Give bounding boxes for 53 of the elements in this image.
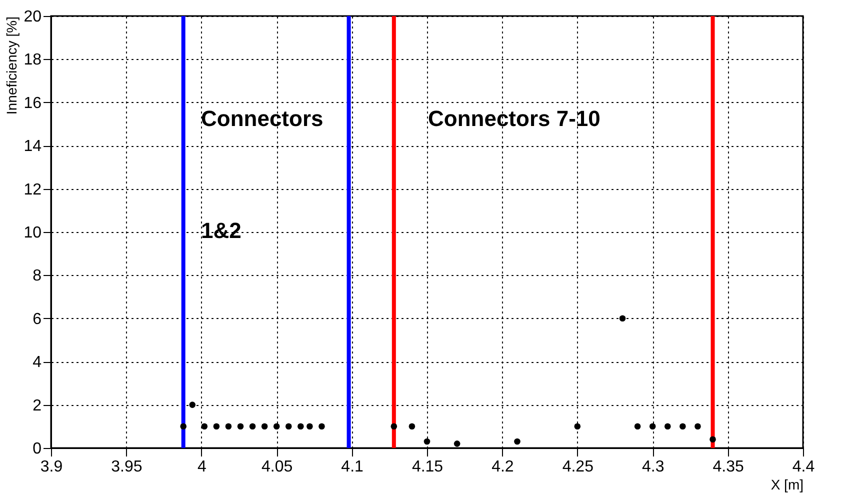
y-tick-label: 16 [24, 94, 42, 112]
x-axis-title: X [m] [770, 476, 804, 492]
x-tick-label: 4.4 [792, 458, 815, 476]
annotation: Connectors [201, 106, 324, 131]
point [694, 423, 701, 430]
point [261, 423, 268, 430]
x-tick-label: 4.35 [712, 458, 744, 476]
point [710, 436, 716, 443]
point [649, 423, 656, 430]
point [634, 423, 641, 430]
point [273, 423, 280, 430]
y-tick-label: 2 [32, 397, 42, 414]
point [201, 423, 208, 430]
y-tick-label: 12 [24, 181, 42, 198]
point [180, 423, 187, 430]
point [574, 423, 581, 430]
y-tick-label: 14 [24, 138, 42, 156]
x-tick-label: 4.25 [562, 458, 594, 476]
y-tick-label: 0 [32, 440, 42, 458]
x-tick-label: 3.9 [40, 458, 63, 476]
point [619, 315, 626, 322]
y-tick-label: 10 [24, 224, 42, 242]
x-tick-label: 4.05 [262, 458, 293, 476]
point [680, 423, 686, 430]
point [249, 423, 256, 430]
point [318, 423, 325, 430]
point [408, 423, 416, 430]
x-tick-label: 3.95 [111, 458, 142, 476]
point [390, 423, 398, 430]
point [514, 438, 520, 445]
x-tick-label: 4.2 [492, 458, 514, 476]
point [225, 423, 232, 430]
point [213, 423, 220, 430]
point [454, 440, 460, 447]
annotation: Connectors 7-10 [428, 106, 600, 131]
y-tick-label: 20 [24, 8, 42, 26]
point [285, 423, 292, 430]
x-tick-label: 4.3 [642, 458, 664, 476]
point [306, 423, 313, 430]
point [189, 402, 196, 408]
y-tick-label: 8 [32, 268, 42, 285]
point [664, 423, 671, 430]
y-tick-label: 4 [32, 354, 42, 372]
x-tick-label: 4 [197, 458, 206, 476]
point [237, 423, 244, 430]
x-tick-label: 4.15 [412, 458, 444, 476]
point [298, 423, 304, 430]
x-tick-label: 4.1 [341, 458, 364, 476]
point [424, 438, 430, 445]
y-tick-label: 6 [32, 310, 42, 328]
annotation: 1&2 [201, 218, 242, 243]
y-tick-label: 18 [24, 52, 42, 69]
y-axis-title: Inneficiency [%] [4, 16, 20, 115]
